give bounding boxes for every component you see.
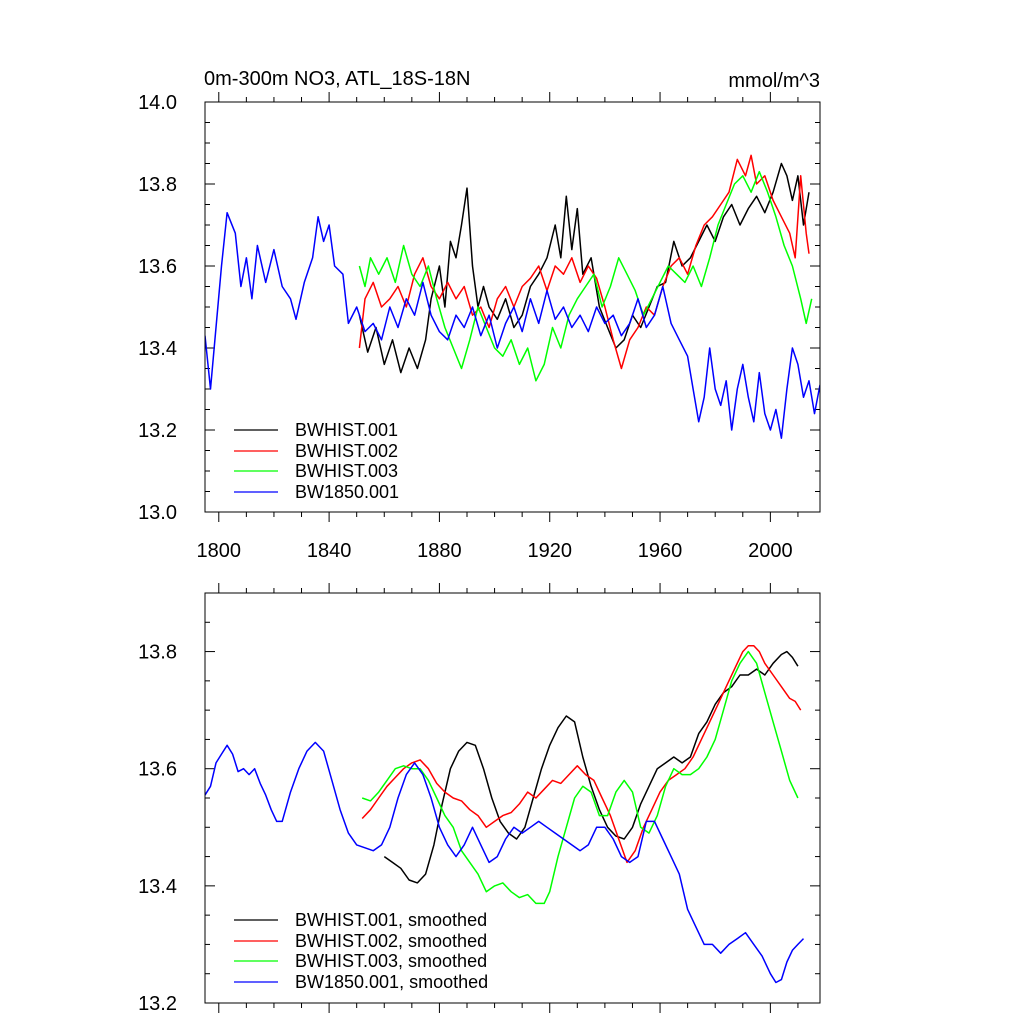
bottom-plot-frame [204,592,821,1004]
top-x-tick-label: 1840 [307,540,352,562]
bottom-legend-label-4: BW1850.001, smoothed [295,972,488,992]
bottom-y-tick-label: 13.4 [138,876,177,898]
bottom-legend-label-3: BWHIST.003, smoothed [295,951,487,971]
bottom-legend-label-2: BWHIST.002, smoothed [295,931,487,951]
top-series-line-3 [358,170,813,382]
bottom-series-line-1 [383,650,799,884]
top-y-tick-labels: 13.0 13.2 13.4 13.6 13.8 14.0 [138,92,177,524]
top-x-tick-label: 1800 [197,540,242,562]
bottom-series-lines [205,644,805,984]
bottom-y-tick-label: 13.2 [138,993,177,1015]
bottom-legend-label-1: BWHIST.001, smoothed [295,910,487,930]
top-y-tick-label: 14.0 [138,92,177,114]
top-plot-area [205,154,820,439]
top-series-line-1 [358,162,810,374]
top-x-tick-labels: 1800 1840 1880 1920 1960 2000 [197,540,793,562]
bottom-series-line-4 [205,741,805,984]
bottom-legend: BWHIST.001, smoothed BWHIST.002, smoothe… [234,910,488,992]
bottom-y-tick-label: 13.8 [138,642,177,664]
top-x-tick-label: 1920 [527,540,572,562]
top-series-line-4 [205,211,820,439]
top-x-tick-label: 2000 [748,540,793,562]
bottom-series-line-2 [361,644,802,864]
top-series-line-2 [358,154,810,370]
top-chart-title: 0m-300m NO3, ATL_18S-18N [204,68,470,90]
top-legend: BWHIST.001 BWHIST.002 BWHIST.003 BW1850.… [234,420,399,502]
bottom-plot-area [205,644,805,984]
top-y-tick-label: 13.0 [138,502,177,524]
top-legend-label-3: BWHIST.003 [295,461,398,481]
top-legend-label-1: BWHIST.001 [295,420,398,440]
top-y-tick-label: 13.4 [138,338,177,360]
top-y-tick-label: 13.6 [138,256,177,278]
top-y-tick-label: 13.8 [138,174,177,196]
top-panel: 0m-300m NO3, ATL_18S-18N mmol/m^3 13.013… [138,68,821,562]
bottom-panel: 13.2 13.4 13.6 13.8 BWHIST.001, smoothed BW… [138,583,821,1015]
top-series-lines [205,154,820,439]
top-plot-frame [204,101,821,513]
top-x-tick-label: 1880 [417,540,462,562]
bottom-series-line-3 [361,650,799,905]
top-legend-label-4: BW1850.001 [295,482,399,502]
bottom-y-tick-label: 13.6 [138,759,177,781]
top-legend-label-2: BWHIST.002 [295,441,398,461]
top-axis-ticks [205,92,820,522]
top-x-tick-label: 1960 [638,540,683,562]
top-chart-units: mmol/m^3 [728,70,820,92]
bottom-y-tick-labels: 13.2 13.4 13.6 13.8 [138,642,177,1015]
top-y-tick-label: 13.2 [138,420,177,442]
